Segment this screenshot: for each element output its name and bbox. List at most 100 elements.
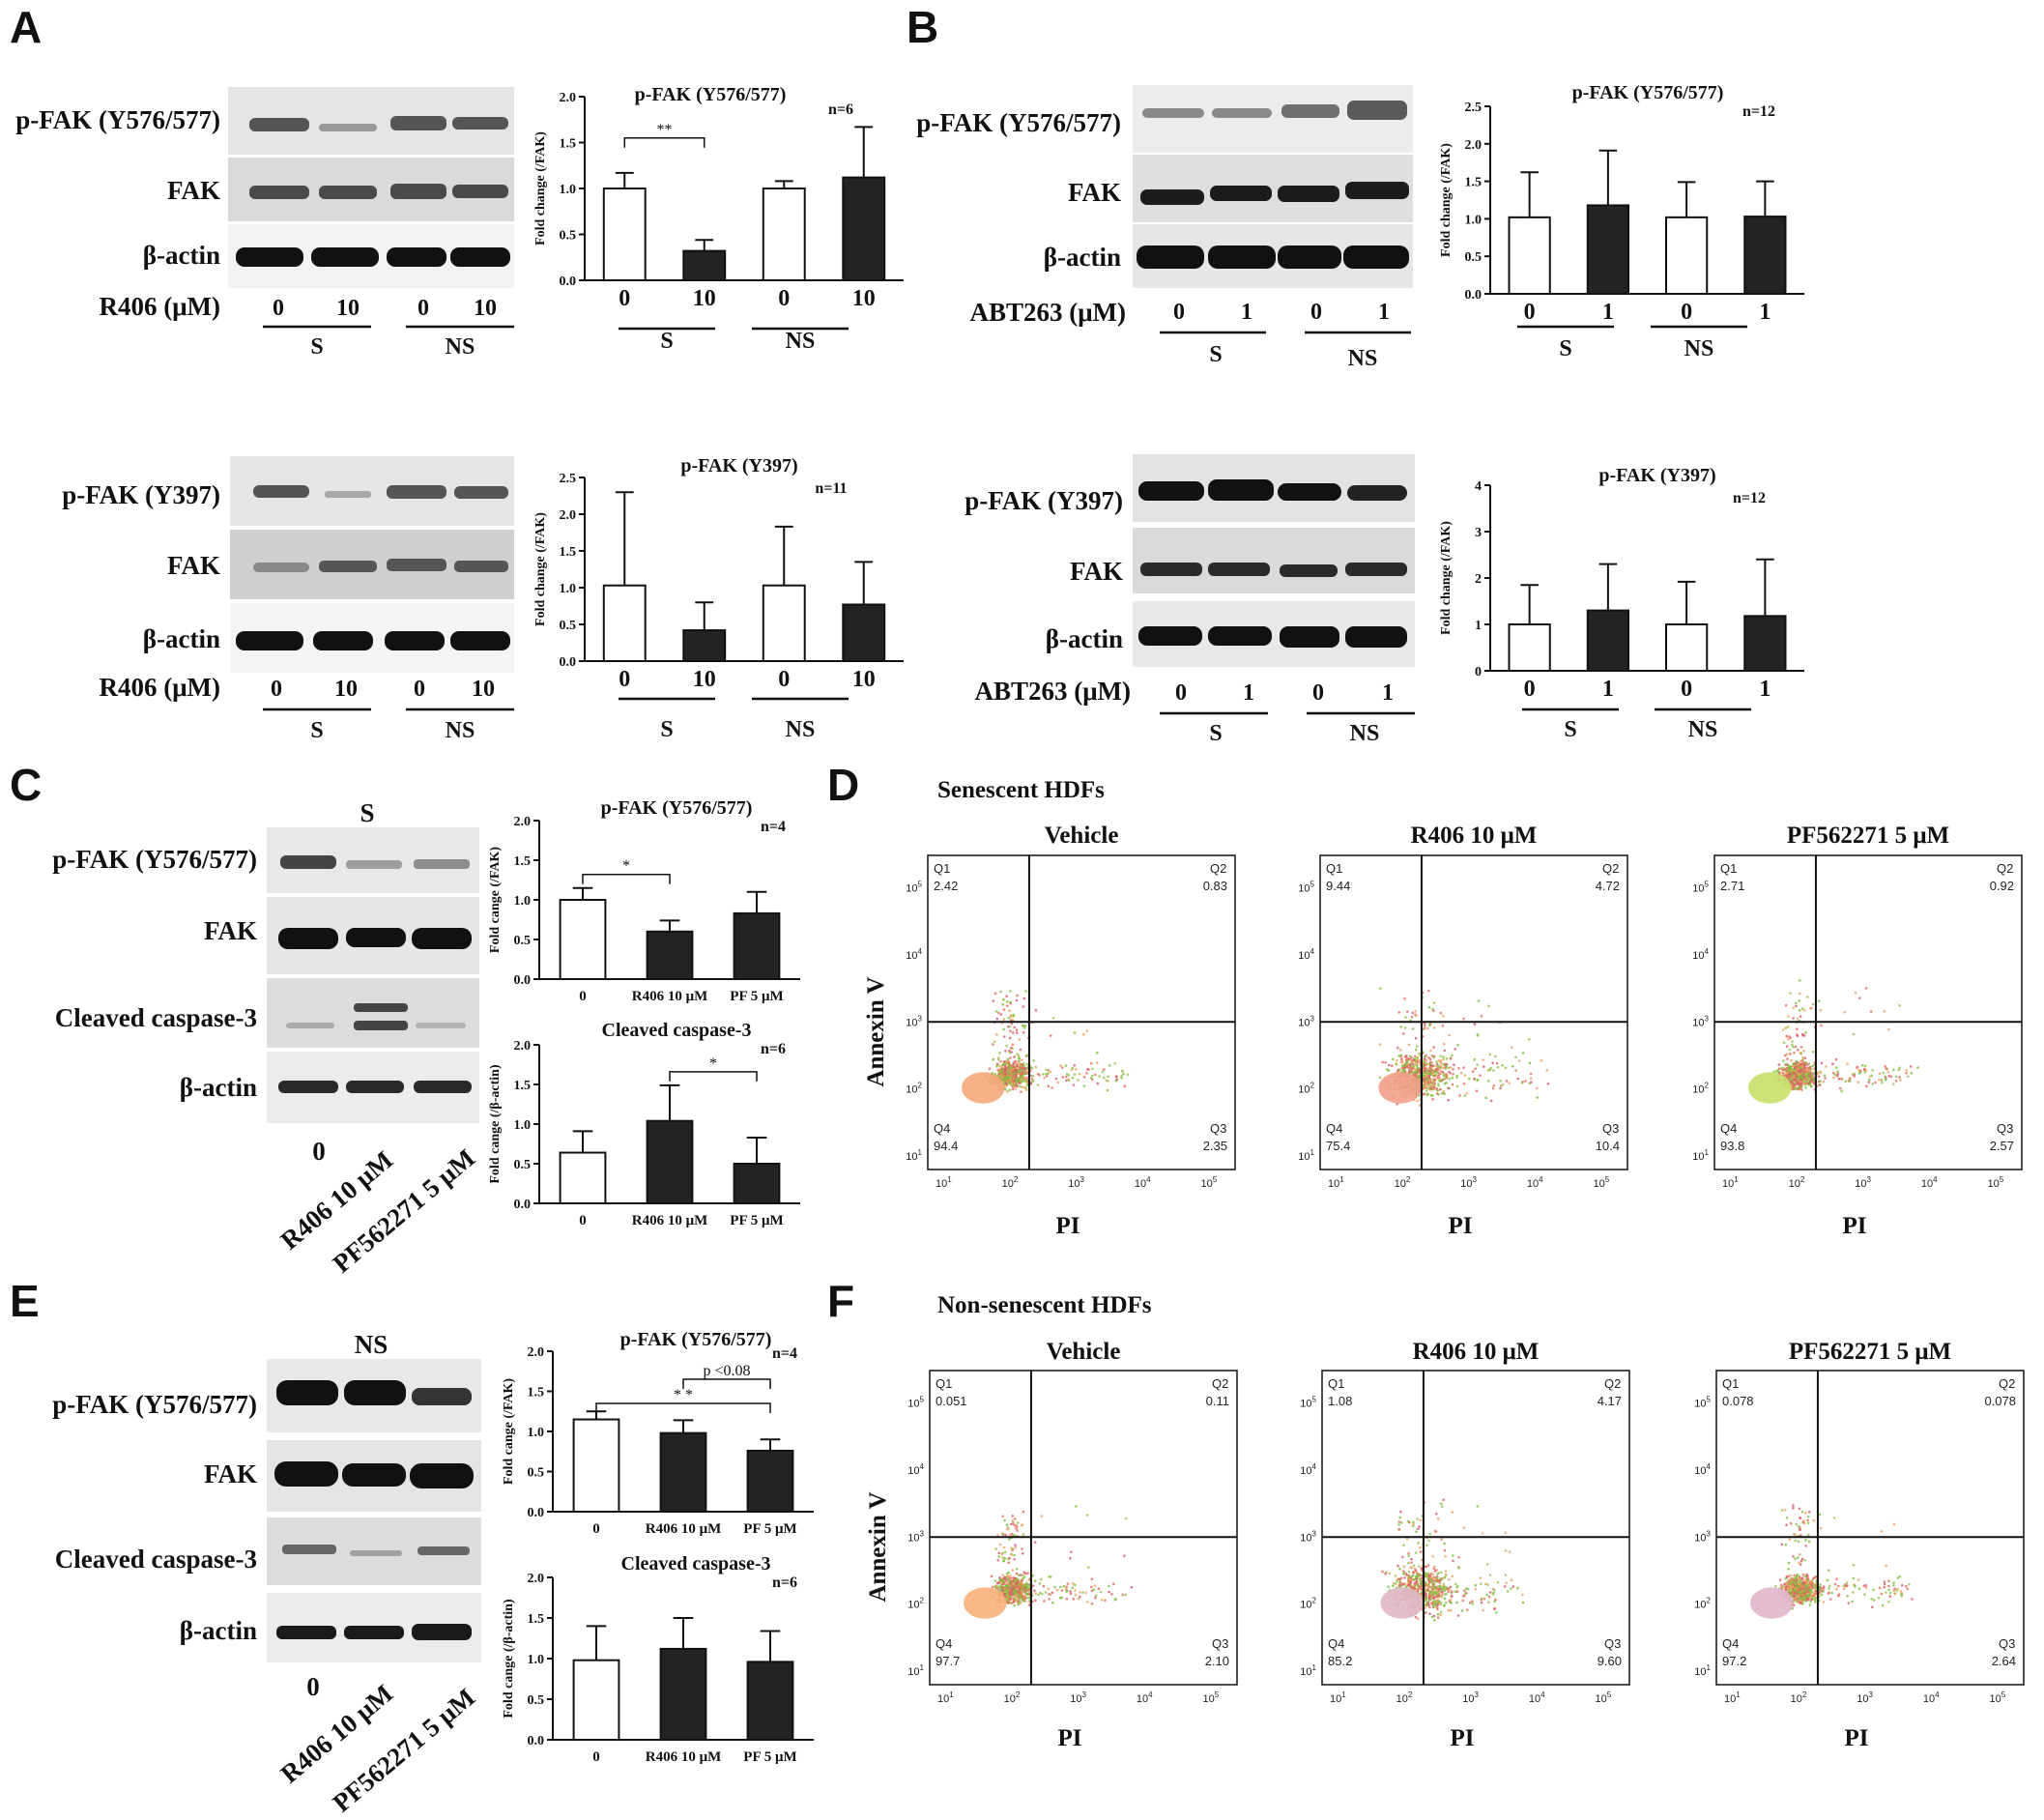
flow-dot — [1432, 1009, 1435, 1012]
flow-dot — [1410, 1557, 1413, 1561]
flow-dot — [1452, 1073, 1454, 1076]
flow-dot — [1832, 1517, 1836, 1519]
flow-dot — [1455, 1601, 1458, 1604]
flow-dot — [1425, 1058, 1428, 1062]
flow-dot — [1797, 1577, 1799, 1581]
flow-dot — [1473, 1057, 1476, 1061]
flow-dot — [1888, 1591, 1892, 1595]
flow-dot — [1012, 1599, 1015, 1602]
group-label: NS — [786, 329, 816, 354]
flow-dot — [1812, 1079, 1815, 1082]
flow-dot — [1407, 1551, 1410, 1555]
flow-dot — [1474, 1587, 1478, 1591]
flow-dot — [1121, 1070, 1124, 1073]
flow-dot — [1781, 1028, 1785, 1031]
flow-dot — [1840, 1078, 1844, 1081]
flow-dot — [1427, 1580, 1431, 1584]
flow-dot — [1911, 1598, 1914, 1601]
flow-dot — [1820, 1061, 1824, 1065]
flow-dot — [1454, 1582, 1457, 1586]
flow-dot — [1793, 1087, 1796, 1091]
flow-dot — [1419, 1546, 1422, 1549]
flow-dot — [1007, 1571, 1010, 1574]
flow-dot — [1003, 1556, 1006, 1560]
flow-dot — [1436, 1071, 1439, 1074]
flow-dot — [1504, 1531, 1507, 1535]
flow-dot — [995, 1033, 998, 1036]
flow-dot — [1784, 1543, 1788, 1546]
flow-dot — [1802, 1521, 1806, 1525]
flow-dot — [1010, 1587, 1014, 1590]
flow-dot — [1012, 1601, 1016, 1603]
flow-dot — [1045, 1075, 1049, 1078]
flow-dot — [1402, 1572, 1405, 1575]
flow-dot — [1009, 1056, 1012, 1059]
flow-dot — [1082, 1084, 1086, 1087]
blot-row-label: β-actin — [180, 1073, 257, 1102]
flow-dot — [1799, 1563, 1802, 1566]
panel-letter-c: C — [10, 760, 42, 810]
flow-plot-frame — [1321, 1370, 1630, 1686]
y-tick-label: 1.5 — [560, 137, 577, 152]
flow-dot — [1878, 1072, 1882, 1076]
flow-dot — [1800, 1059, 1803, 1062]
flow-dot — [1504, 1549, 1508, 1552]
flow-dot — [1482, 1058, 1484, 1061]
flow-dot — [1440, 1505, 1444, 1508]
flow-dot — [1799, 1015, 1802, 1018]
lane-label: 10 — [334, 677, 358, 702]
flow-dot — [1836, 1074, 1839, 1078]
flow-dot — [1005, 1082, 1008, 1085]
flow-dot — [1113, 1062, 1117, 1065]
flow-dot — [1517, 1059, 1521, 1062]
lane-label: 0 — [1173, 300, 1185, 325]
flow-dot — [992, 1043, 994, 1046]
flow-dot — [1463, 1592, 1467, 1595]
flow-dot — [1017, 1603, 1021, 1606]
flow-dot — [1796, 1585, 1799, 1588]
flow-dot — [1108, 1064, 1111, 1067]
flow-dot — [1837, 1593, 1841, 1596]
flow-dot — [1816, 1072, 1820, 1075]
flow-dot — [1397, 1523, 1400, 1526]
flow-dot — [1434, 1603, 1438, 1607]
blot-header: S — [360, 798, 374, 827]
flow-dot — [1455, 1074, 1458, 1078]
flow-dot — [1090, 1585, 1093, 1589]
flow-dot — [1493, 1600, 1496, 1603]
flow-dot — [1012, 1013, 1015, 1017]
flow-dot — [1022, 1533, 1025, 1536]
flow-dot — [1381, 1570, 1384, 1574]
flow-dot — [1066, 1589, 1069, 1593]
quadrant-value: 0.051 — [936, 1394, 967, 1408]
flow-dot — [1427, 1024, 1431, 1027]
flow-dot — [1008, 1538, 1011, 1541]
quadrant-value: 2.42 — [934, 879, 958, 893]
flow-dot — [1804, 1031, 1807, 1034]
flow-dot — [1414, 1036, 1418, 1040]
flow-dot — [1798, 999, 1801, 1002]
flow-dot — [1774, 1584, 1777, 1588]
y-tick-label: 1.5 — [514, 854, 532, 869]
flow-dot — [1836, 1070, 1839, 1073]
significance-bracket — [595, 1402, 771, 1413]
flow-dot — [1397, 1577, 1401, 1581]
flow-dot — [1433, 1593, 1436, 1596]
flow-dot — [1120, 1076, 1123, 1080]
flow-dot — [1444, 1570, 1448, 1573]
flow-dot — [1782, 1059, 1785, 1062]
flow-dot — [1010, 1596, 1014, 1599]
flow-dot — [1439, 1011, 1443, 1015]
flow-dot — [1864, 1586, 1868, 1590]
lane-label: 1 — [1378, 300, 1390, 325]
flow-dot — [1002, 1027, 1005, 1031]
y-tick-label: 2.0 — [514, 815, 532, 829]
flow-dot — [1399, 1510, 1402, 1514]
flow-dot — [1791, 1074, 1795, 1078]
flow-dot — [1409, 1566, 1412, 1569]
flow-dot — [1069, 1557, 1072, 1560]
flow-dot — [1090, 1062, 1093, 1065]
quadrant-value: 94.4 — [934, 1139, 958, 1153]
flow-dot — [1888, 1595, 1891, 1598]
quadrant-value: 0.11 — [1206, 1394, 1229, 1408]
